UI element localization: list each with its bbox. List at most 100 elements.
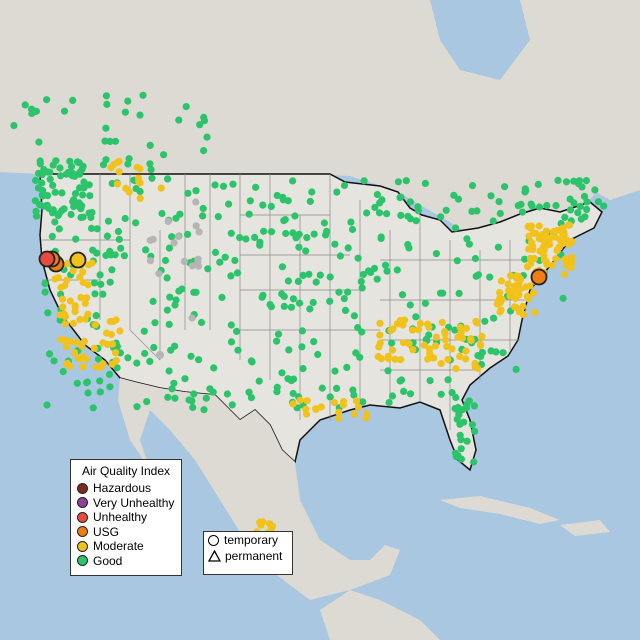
monitor-marker bbox=[46, 350, 54, 358]
monitor-marker bbox=[80, 337, 88, 345]
monitor-marker bbox=[259, 201, 267, 209]
monitor-marker bbox=[401, 316, 409, 324]
monitor-marker bbox=[575, 177, 584, 185]
monitor-marker bbox=[245, 210, 253, 218]
monitor-marker bbox=[472, 317, 480, 325]
monitor-marker bbox=[139, 91, 147, 99]
monitor-marker bbox=[551, 233, 559, 241]
monitor-marker bbox=[455, 410, 463, 419]
monitor-marker bbox=[195, 356, 203, 364]
monitor-marker bbox=[452, 453, 460, 461]
monitor-marker bbox=[377, 234, 385, 243]
monitor-marker bbox=[44, 309, 52, 317]
legend-label: Unhealthy bbox=[93, 510, 148, 525]
monitor-marker bbox=[303, 397, 311, 405]
monitor-marker bbox=[252, 183, 260, 191]
monitor-marker bbox=[298, 343, 306, 351]
monitor-marker bbox=[496, 289, 504, 297]
monitor-marker bbox=[570, 199, 578, 207]
monitor-marker bbox=[497, 277, 505, 285]
monitor-marker bbox=[560, 270, 569, 278]
monitor-marker bbox=[384, 367, 392, 375]
monitor-marker bbox=[58, 189, 66, 197]
monitor-marker bbox=[452, 393, 460, 402]
monitor-marker bbox=[124, 354, 132, 362]
monitor-marker bbox=[580, 192, 589, 200]
monitor-marker bbox=[58, 295, 67, 303]
monitor-marker bbox=[550, 227, 558, 236]
monitor-marker bbox=[308, 188, 316, 196]
monitor-marker bbox=[517, 275, 525, 283]
monitor-marker bbox=[174, 232, 182, 241]
monitor-marker bbox=[344, 288, 352, 296]
monitor-marker bbox=[317, 403, 325, 411]
monitor-marker bbox=[188, 262, 196, 270]
monitor-marker bbox=[456, 352, 464, 360]
monitor-marker bbox=[194, 255, 202, 263]
monitor-marker bbox=[481, 317, 489, 325]
monitor-marker bbox=[302, 247, 310, 255]
monitor-marker bbox=[314, 350, 322, 359]
monitor-marker bbox=[414, 203, 422, 211]
monitor-marker bbox=[255, 377, 263, 385]
monitor-marker bbox=[133, 359, 141, 367]
monitor-marker bbox=[472, 272, 480, 280]
monitor-marker bbox=[477, 352, 485, 361]
aqi-legend-title: Air Quality Index bbox=[81, 464, 171, 478]
monitor-marker bbox=[111, 251, 119, 259]
monitor-marker bbox=[113, 364, 121, 372]
monitor-marker bbox=[471, 254, 479, 263]
monitor-marker bbox=[543, 201, 551, 210]
monitor-marker bbox=[52, 157, 60, 165]
monitor-marker bbox=[340, 295, 348, 303]
monitor-marker bbox=[132, 185, 140, 193]
monitor-marker bbox=[441, 328, 449, 336]
monitor-marker bbox=[341, 306, 350, 314]
monitor-marker bbox=[180, 257, 188, 265]
monitor-marker bbox=[282, 229, 290, 238]
monitor-marker bbox=[278, 369, 286, 377]
monitor-marker bbox=[457, 445, 465, 453]
usg-swatch bbox=[77, 526, 88, 538]
monitor-marker bbox=[170, 239, 178, 247]
monitor-marker bbox=[69, 96, 77, 104]
monitor-marker bbox=[102, 156, 110, 164]
monitor-marker bbox=[383, 210, 391, 218]
monitor-marker bbox=[171, 301, 179, 309]
monitor-marker bbox=[340, 181, 349, 190]
monitor-marker bbox=[318, 384, 326, 392]
monitor-marker bbox=[453, 257, 461, 265]
monitor-marker bbox=[578, 183, 586, 191]
monitor-marker bbox=[376, 331, 384, 339]
monitor-marker bbox=[73, 379, 81, 387]
monitor-marker bbox=[55, 210, 63, 218]
monitor-marker bbox=[133, 403, 141, 411]
monitor-marker bbox=[487, 192, 495, 200]
monitor-type-legend: temporary permanent bbox=[203, 531, 293, 575]
monitor-marker bbox=[112, 356, 120, 365]
monitor-marker bbox=[136, 194, 144, 202]
monitor-marker bbox=[421, 299, 429, 307]
monitor-marker bbox=[359, 398, 367, 406]
monitor-marker bbox=[439, 289, 447, 297]
monitor-marker bbox=[462, 347, 470, 355]
monitor-marker bbox=[273, 191, 281, 200]
monitor-marker bbox=[415, 326, 423, 334]
monitor-marker bbox=[155, 270, 163, 278]
monitor-marker bbox=[35, 138, 43, 146]
monitor-marker bbox=[31, 176, 40, 184]
monitor-marker bbox=[545, 239, 553, 247]
legend-label: USG bbox=[93, 524, 120, 539]
monitor-marker bbox=[71, 308, 79, 316]
moderate-swatch bbox=[77, 540, 88, 552]
monitor-marker bbox=[141, 349, 149, 358]
legend-label: Moderate bbox=[93, 539, 144, 554]
monitor-marker bbox=[298, 327, 306, 335]
monitor-marker bbox=[43, 401, 51, 409]
monitor-marker bbox=[103, 232, 111, 240]
monitor-marker bbox=[96, 271, 104, 279]
monitor-marker bbox=[289, 177, 297, 185]
monitor-marker bbox=[489, 217, 497, 225]
monitor-marker bbox=[59, 368, 67, 376]
monitor-marker bbox=[384, 355, 392, 363]
